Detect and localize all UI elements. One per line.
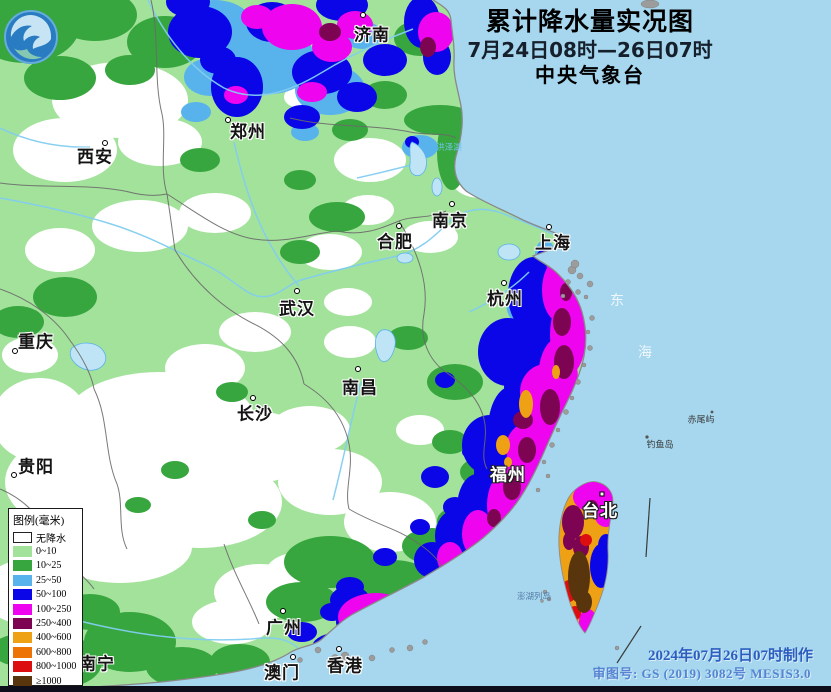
legend-swatch bbox=[13, 618, 32, 630]
city-marker bbox=[102, 140, 108, 146]
legend-label: 0~10 bbox=[36, 546, 57, 558]
city-label: 上海 bbox=[535, 233, 571, 254]
legend-row: 250~400 bbox=[12, 616, 79, 630]
sea-label: 赤尾屿 bbox=[687, 415, 715, 426]
legend-row: 10~25 bbox=[12, 559, 79, 573]
legend-row: 25~50 bbox=[12, 573, 79, 587]
sea-label: 澎湖列岛 bbox=[516, 592, 552, 602]
period-subtitle: 7月24日08时—26日07时 bbox=[467, 38, 713, 63]
legend-row: ≥1000 bbox=[12, 674, 79, 688]
legend-label: ≥1000 bbox=[36, 675, 62, 687]
legend-swatch bbox=[13, 675, 32, 687]
city-label: 南昌 bbox=[342, 378, 378, 399]
sea-label: 海 bbox=[638, 345, 652, 361]
city-label: 杭州 bbox=[487, 289, 523, 310]
legend-label: 800~1000 bbox=[36, 661, 77, 673]
sea-label: 洪泽湖 bbox=[436, 143, 462, 153]
city-marker bbox=[290, 654, 296, 660]
city-marker bbox=[250, 395, 256, 401]
city-marker bbox=[449, 201, 455, 207]
legend-row: 无降水 bbox=[12, 530, 79, 545]
legend-label: 10~25 bbox=[36, 560, 62, 572]
city-label: 台北 bbox=[582, 501, 618, 522]
city-label: 澳门 bbox=[264, 663, 300, 684]
legend-label: 25~50 bbox=[36, 574, 62, 586]
page-title: 累计降水量实况图 bbox=[485, 7, 694, 36]
legend-row: 600~800 bbox=[12, 645, 79, 659]
legend-label: 无降水 bbox=[36, 533, 66, 545]
legend-swatch bbox=[13, 546, 32, 558]
production-timestamp: 2024年07月26日07时制作 bbox=[647, 648, 813, 664]
legend-row: 0~10 bbox=[12, 544, 79, 558]
legend-swatch bbox=[13, 646, 32, 658]
legend-swatch bbox=[13, 560, 32, 572]
legend-swatch bbox=[13, 661, 32, 673]
city-marker bbox=[12, 348, 18, 354]
map-header: 累计降水量实况图 7月24日08时—26日07时 中央气象台 bbox=[440, 6, 740, 88]
legend-row: 400~600 bbox=[12, 631, 79, 645]
city-label: 重庆 bbox=[18, 332, 54, 353]
legend-row: 50~100 bbox=[12, 588, 79, 602]
legend-label: 100~250 bbox=[36, 603, 72, 615]
city-marker bbox=[355, 366, 361, 372]
legend-row: 100~250 bbox=[12, 602, 79, 616]
legend-label: 400~600 bbox=[36, 632, 72, 644]
agency-name: 中央气象台 bbox=[535, 63, 645, 88]
legend-swatch bbox=[13, 589, 32, 601]
legend-label: 600~800 bbox=[36, 646, 72, 658]
city-label: 南宁 bbox=[79, 654, 115, 675]
legend-swatch bbox=[13, 603, 32, 615]
city-label: 香港 bbox=[327, 656, 363, 677]
cma-logo-icon bbox=[4, 10, 58, 64]
map-approval-number: 审图号: GS (2019) 3082号 MESIS3.0 bbox=[592, 666, 811, 681]
city-marker bbox=[225, 117, 231, 123]
city-marker bbox=[501, 280, 507, 286]
city-marker bbox=[280, 608, 286, 614]
legend-title: 图例(毫米) bbox=[13, 515, 65, 527]
city-marker bbox=[360, 12, 366, 18]
city-label: 郑州 bbox=[230, 122, 266, 143]
city-label: 济南 bbox=[354, 25, 390, 46]
city-marker bbox=[11, 472, 17, 478]
city-marker bbox=[599, 491, 605, 497]
city-marker bbox=[336, 646, 342, 652]
bottom-bar bbox=[0, 686, 831, 692]
legend-row: 800~1000 bbox=[12, 660, 79, 674]
legend-swatch bbox=[13, 632, 32, 644]
sea-label: 钓鱼岛 bbox=[646, 440, 674, 451]
city-label: 长沙 bbox=[237, 404, 273, 425]
legend-rows: 无降水 0~10 10~25 25~50 50~100 100~250 250~400 400… bbox=[12, 530, 79, 688]
legend-label: 250~400 bbox=[36, 618, 72, 630]
city-label: 广州 bbox=[266, 618, 302, 639]
legend-swatch bbox=[13, 531, 32, 543]
city-label: 武汉 bbox=[279, 299, 315, 320]
city-marker bbox=[396, 223, 402, 229]
city-marker bbox=[294, 288, 300, 294]
city-marker bbox=[546, 224, 552, 230]
city-label: 合肥 bbox=[377, 232, 413, 253]
sea-label: 东 bbox=[610, 293, 624, 309]
legend-swatch bbox=[13, 574, 32, 586]
city-label: 南京 bbox=[432, 211, 468, 232]
legend-label: 50~100 bbox=[36, 589, 67, 601]
city-label: 福州 bbox=[490, 465, 526, 486]
legend: 图例(毫米) 无降水 0~10 10~25 25~50 50~100 100~250 250… bbox=[8, 508, 83, 688]
city-label: 西安 bbox=[77, 147, 113, 168]
city-label: 贵阳 bbox=[18, 457, 54, 478]
